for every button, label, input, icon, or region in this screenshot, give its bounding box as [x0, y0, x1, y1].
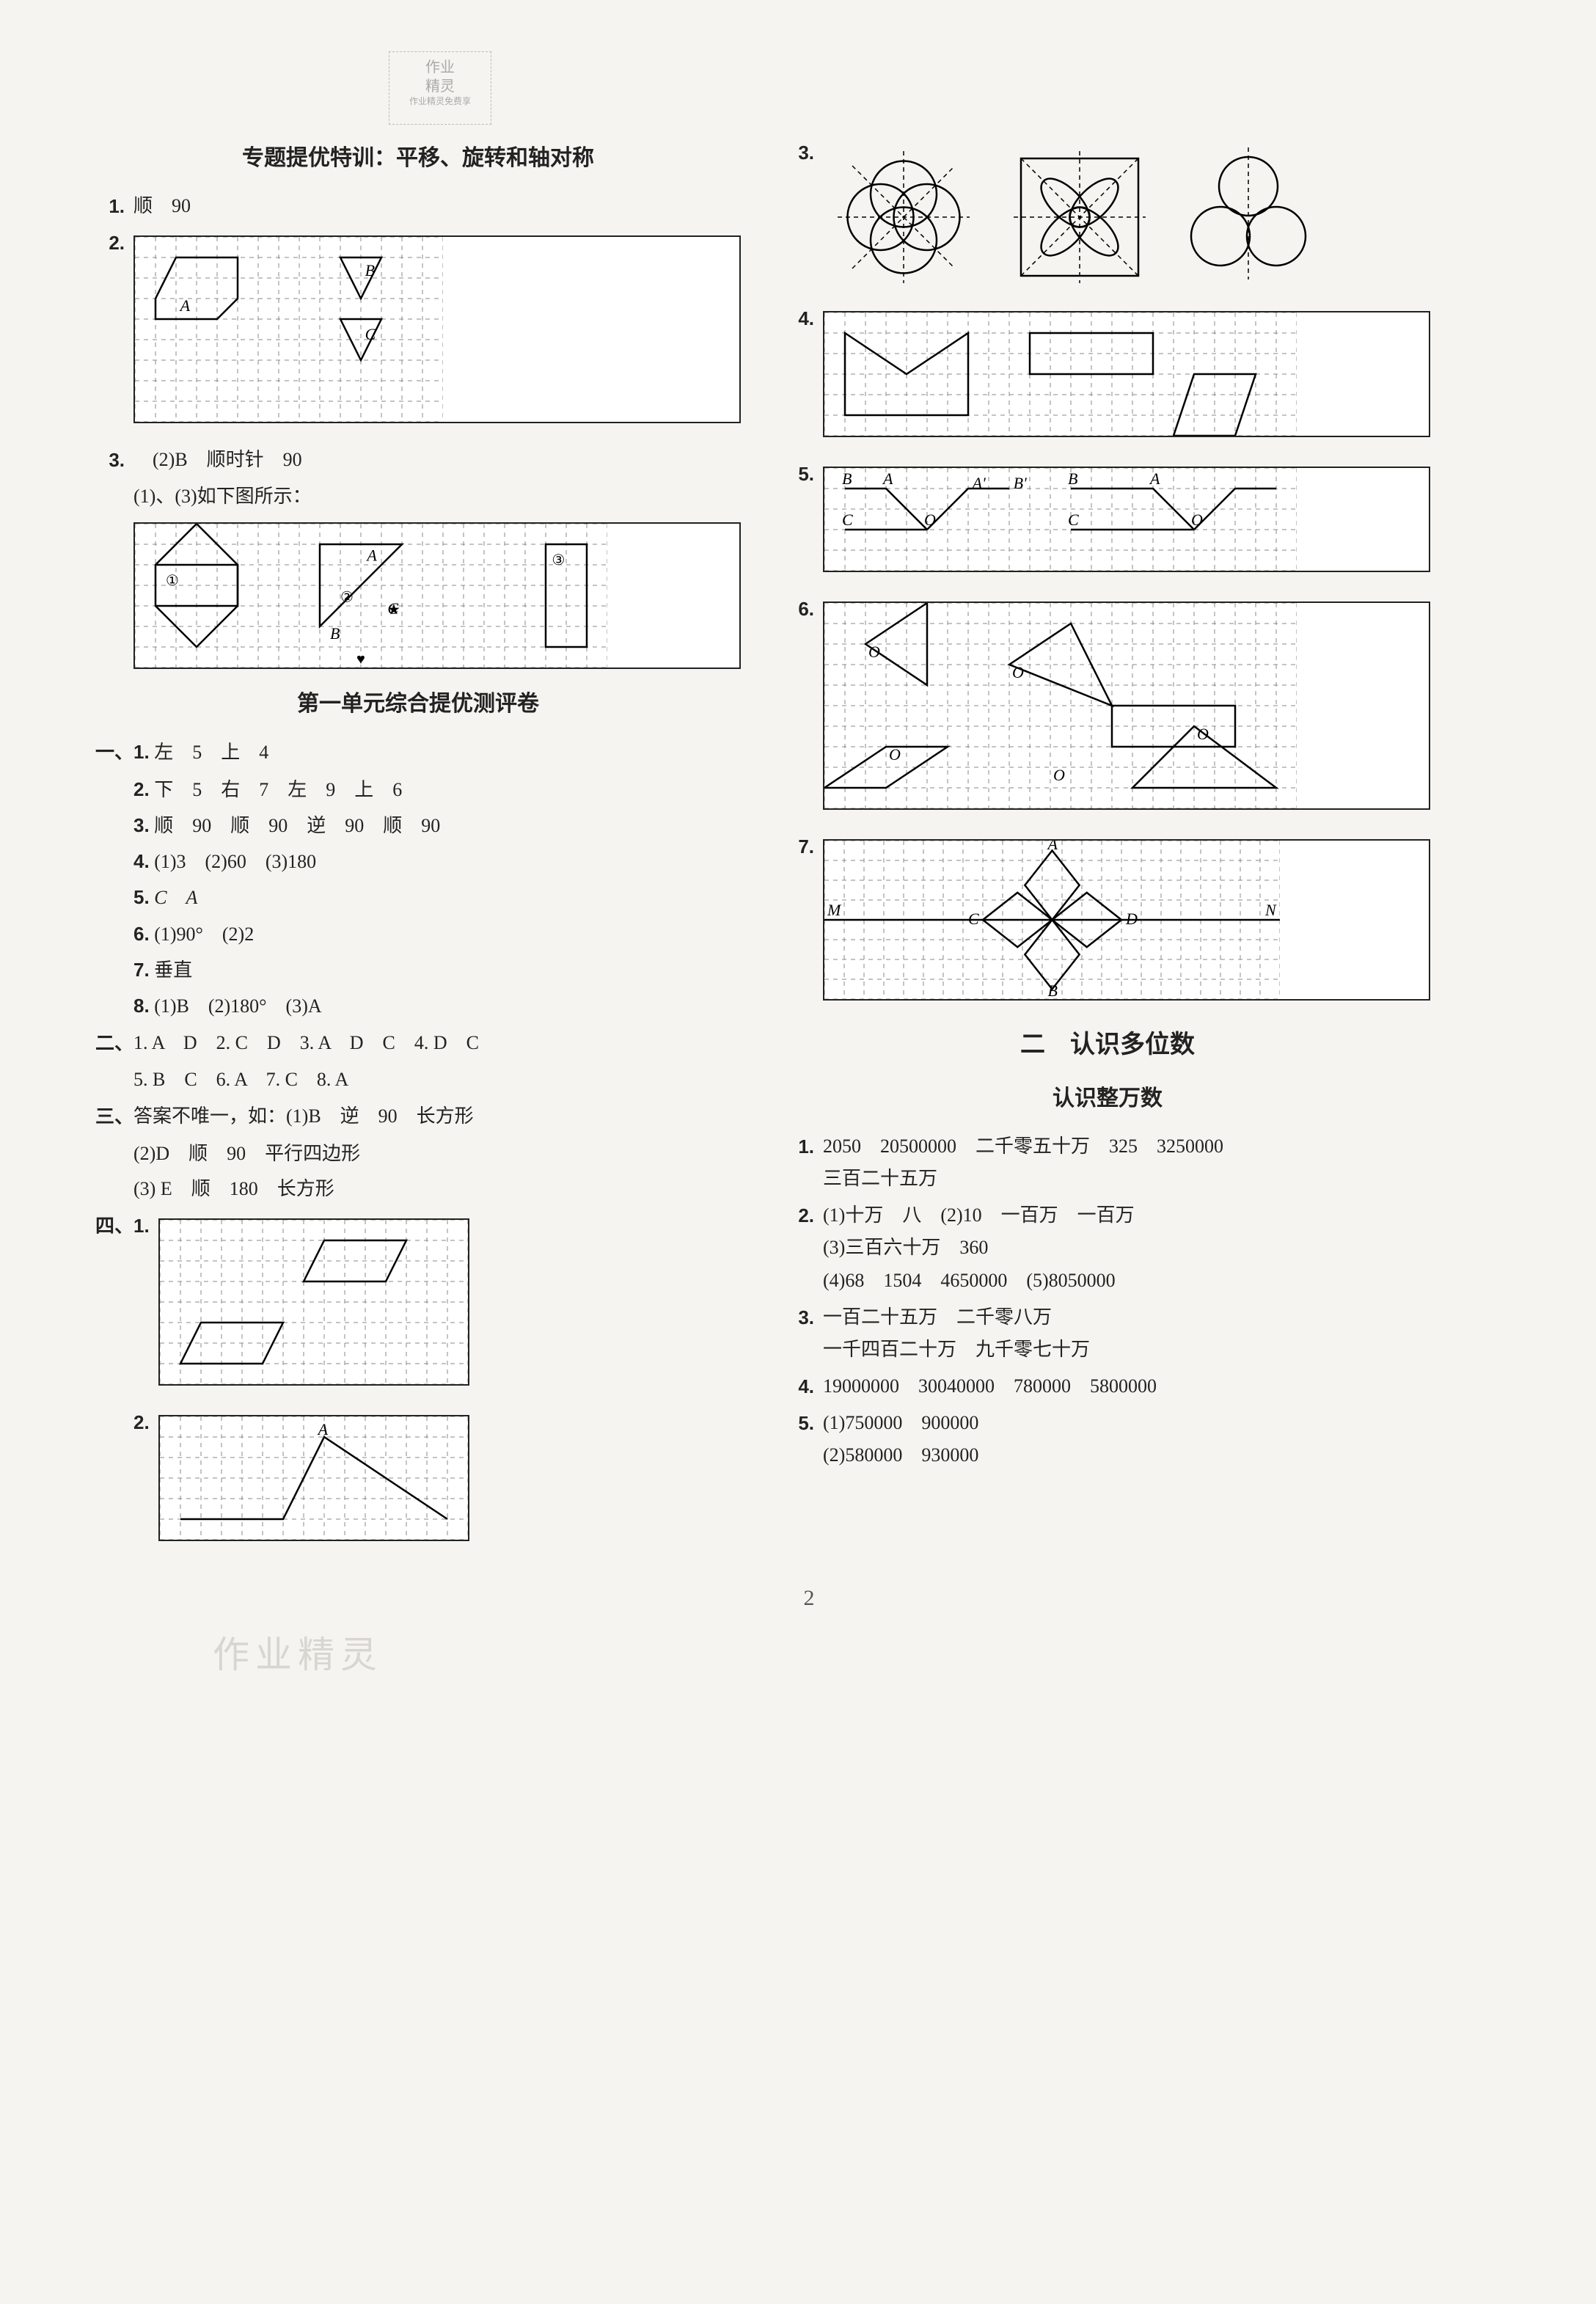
chapter2-sub: 认识整万数	[785, 1080, 1430, 1117]
q3-text: (2)B 顺时针 90	[133, 444, 741, 476]
sec3-hdr: 三、	[95, 1100, 133, 1133]
ans5: 5. (1)750000 900000 (2)580000 930000	[785, 1407, 1430, 1471]
left-q3b: (1)、(3)如下图所示：	[133, 480, 741, 513]
left-column: 专题提优特训：平移、旋转和轴对称 1. 顺 90 2. A B C 3. (2)B …	[95, 132, 741, 1557]
svg-text:O: O	[924, 511, 936, 529]
stamp-l1: 作业	[389, 58, 491, 77]
svg-text:①: ①	[166, 573, 179, 589]
stamp-box: 作业 精灵 作业精灵免费享	[389, 51, 491, 125]
two-column-layout: 专题提优特训：平移、旋转和轴对称 1. 顺 90 2. A B C 3. (2)B …	[95, 132, 1523, 1557]
svg-text:②: ②	[340, 589, 354, 605]
rq7-num: 7.	[785, 830, 823, 1017]
page-number: 2	[95, 1579, 1523, 1617]
sec1-line1: 一、 1. 左 5 上 4	[95, 736, 741, 769]
svg-text:C: C	[842, 511, 853, 529]
right-q3: 3.	[785, 136, 1430, 298]
svg-text:C: C	[1068, 511, 1079, 529]
left-q1: 1. 顺 90	[95, 190, 741, 222]
chapter2-title: 二 认识多位数	[785, 1024, 1430, 1067]
fig-right-q6: O O O O O	[823, 601, 1430, 810]
left-q3a: 3. (2)B 顺时针 90	[95, 444, 741, 476]
left-q2: 2. A B C	[95, 227, 741, 439]
sec4-hdr: 四、	[95, 1210, 133, 1402]
svg-text:D: D	[1125, 910, 1138, 928]
svg-text:O: O	[1053, 766, 1065, 784]
sec4-1: 四、 1.	[95, 1210, 741, 1402]
sec2-line2: 5. B C 6. A 7. C 8. A	[133, 1064, 741, 1096]
fig-right-q3	[823, 136, 1430, 298]
sec1-hdr: 一、	[95, 736, 133, 769]
ans3: 3. 一百二十五万 二千零八万 一千四百二十万 九千零七十万	[785, 1301, 1430, 1366]
q3-num: 3.	[95, 444, 133, 476]
svg-text:B: B	[842, 469, 852, 488]
sec3-line2: (2)D 顺 90 平行四边形	[133, 1138, 741, 1170]
sec1-q2: 2. 下 5 右 7 左 9 上 6	[133, 773, 741, 806]
sec2-hdr: 二、	[95, 1027, 133, 1059]
svg-text:♥: ♥	[356, 651, 365, 667]
svg-text:★: ★	[387, 601, 400, 618]
fig-left-s4-1	[158, 1218, 469, 1386]
stamp-l3: 作业精灵免费享	[389, 96, 491, 108]
sec1-q4: 4. (1)3 (2)60 (3)180	[133, 845, 741, 878]
svg-text:A: A	[365, 546, 377, 564]
svg-text:A: A	[1047, 841, 1058, 853]
fig-left-q3: ①A②CB★♥③	[133, 522, 741, 669]
q2-num: 2.	[95, 227, 133, 439]
svg-text:A: A	[1149, 469, 1160, 488]
svg-text:B: B	[365, 261, 375, 279]
sec1-q3: 3. 顺 90 顺 90 逆 90 顺 90	[133, 809, 741, 842]
sec3-line1: 三、 答案不唯一，如：(1)B 逆 90 长方形	[95, 1100, 741, 1133]
sec2-line1: 二、 1. A D 2. C D 3. A D C 4. D C	[95, 1027, 741, 1059]
fig-right-q5: B A O C B A O C A' B'	[823, 467, 1430, 572]
sec1-q8: 8. (1)B (2)180° (3)A	[133, 990, 741, 1023]
svg-text:O: O	[868, 643, 880, 661]
right-q4: 4.	[785, 302, 1430, 453]
svg-text:B': B'	[1014, 474, 1027, 492]
fig-right-q7: A B C D M N	[823, 839, 1430, 1001]
svg-text:C: C	[968, 910, 979, 928]
fig-left-q2: A B C	[133, 235, 741, 423]
sec3-line3: (3) E 顺 180 长方形	[133, 1173, 741, 1205]
right-q6: 6. O O O O O	[785, 593, 1430, 826]
q1-text: 顺 90	[133, 190, 741, 222]
rq5-num: 5.	[785, 458, 823, 588]
stamp-l2: 精灵	[389, 77, 491, 96]
svg-text:O: O	[1197, 725, 1209, 743]
svg-text:A: A	[179, 296, 191, 315]
q1-num: 1.	[95, 190, 133, 222]
svg-text:A': A'	[971, 474, 986, 492]
rq3-num: 3.	[785, 136, 823, 298]
svg-text:O: O	[1012, 663, 1024, 681]
svg-text:O: O	[889, 745, 901, 764]
svg-text:B: B	[330, 623, 340, 642]
ans2: 2. (1)十万 八 (2)10 一百万 一百万 (3)三百六十万 360 (4…	[785, 1199, 1430, 1297]
svg-text:N: N	[1264, 901, 1277, 919]
sec1-q6: 6. (1)90° (2)2	[133, 918, 741, 951]
right-q7: 7. A B C D M N	[785, 830, 1430, 1017]
svg-text:O: O	[1191, 511, 1203, 529]
sec1-q7: 7. 垂直	[133, 954, 741, 987]
sec1-q5: 5. C A	[133, 881, 741, 914]
ans1: 1. 2050 20500000 二千零五十万 325 3250000 三百二十…	[785, 1130, 1430, 1195]
right-column: 3. 4. 5. B A O C B A O C A' B' 6. O O O O O 7.	[785, 132, 1430, 1557]
sec4-2: 2. A	[133, 1406, 741, 1557]
svg-text:B: B	[1068, 469, 1077, 488]
svg-text:③: ③	[552, 552, 565, 568]
rq4-num: 4.	[785, 302, 823, 453]
unit1-title: 第一单元综合提优测评卷	[95, 685, 741, 723]
svg-text:C: C	[365, 325, 376, 343]
q2-body: A B C	[133, 227, 741, 439]
watermark: 作业精灵	[213, 1624, 1523, 1686]
svg-text:A: A	[882, 469, 893, 488]
fig-left-s4-2: A	[158, 1415, 469, 1541]
svg-text:A: A	[317, 1420, 329, 1438]
svg-text:B: B	[1048, 981, 1058, 999]
rq6-num: 6.	[785, 593, 823, 826]
special-training-title: 专题提优特训：平移、旋转和轴对称	[95, 139, 741, 177]
svg-text:M: M	[827, 901, 842, 919]
right-q5: 5. B A O C B A O C A' B'	[785, 458, 1430, 588]
fig-right-q4	[823, 311, 1430, 437]
ans4: 4. 19000000 30040000 780000 5800000	[785, 1370, 1430, 1402]
